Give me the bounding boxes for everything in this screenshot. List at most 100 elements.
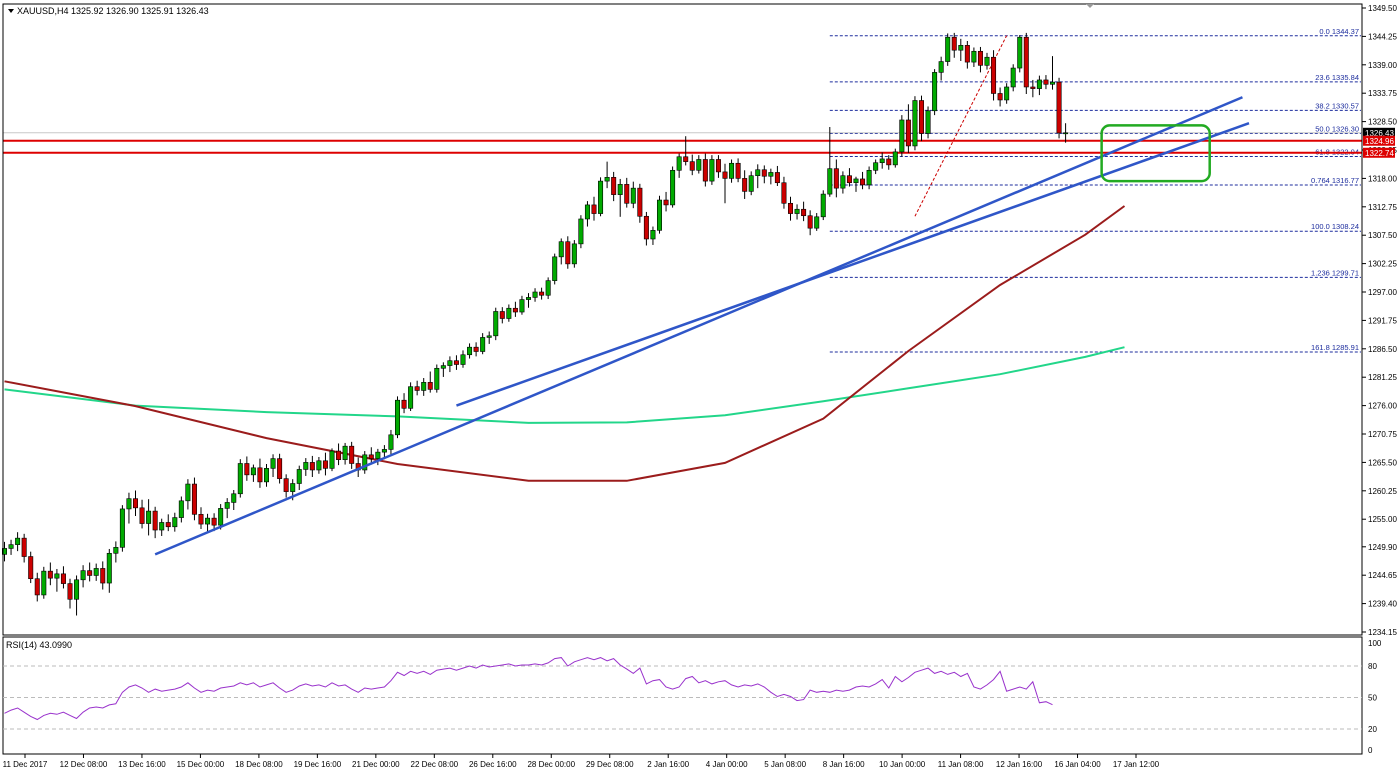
- time-tick-label: 11 Jan 08:00: [938, 760, 984, 769]
- price-tick-label: 1244.65: [1368, 571, 1397, 580]
- candle-body: [460, 354, 466, 365]
- candle-body: [558, 241, 564, 258]
- candle-body: [1017, 36, 1023, 69]
- candle-body: [886, 158, 892, 166]
- candle-body: [486, 335, 492, 338]
- candle-body: [342, 445, 348, 461]
- price-tick-label: 1249.90: [1368, 543, 1397, 552]
- candle-body: [879, 158, 885, 164]
- time-tick-label: 12 Dec 08:00: [60, 760, 108, 769]
- time-tick-label: 13 Dec 16:00: [118, 760, 166, 769]
- candle-body: [1056, 81, 1062, 134]
- fib-level-label: 50.0 1326.30: [1315, 125, 1359, 134]
- price-tick-label: 1265.50: [1368, 458, 1397, 467]
- candle-body: [381, 449, 387, 453]
- candle-body: [860, 178, 866, 186]
- candle-body: [8, 544, 14, 549]
- candle-body: [414, 386, 420, 391]
- candle-body: [74, 579, 80, 600]
- candle-body: [729, 162, 735, 179]
- candle-body: [637, 187, 643, 217]
- price-tick-label: 1276.00: [1368, 402, 1397, 411]
- candle-body: [119, 508, 125, 548]
- time-tick-label: 29 Dec 08:00: [586, 760, 634, 769]
- candle-body: [67, 583, 73, 600]
- candle-body: [296, 469, 302, 484]
- candle-body: [676, 156, 682, 171]
- candle-body: [493, 311, 499, 337]
- symbol-dropdown-icon[interactable]: [8, 9, 14, 13]
- price-tick-label: 1333.75: [1368, 89, 1397, 98]
- candle-body: [1043, 79, 1049, 85]
- candle-body: [787, 202, 793, 214]
- trendline: [154, 96, 1243, 556]
- candle-body: [191, 483, 197, 515]
- time-tick-label: 11 Dec 2017: [3, 760, 48, 769]
- candle-body: [1004, 86, 1010, 101]
- candle-body: [833, 168, 839, 189]
- candle-body: [958, 45, 964, 51]
- candle-body: [388, 434, 394, 450]
- time-tick-label: 8 Jan 16:00: [823, 760, 865, 769]
- candle-body: [584, 204, 590, 220]
- candle-body: [683, 156, 689, 162]
- candle-body: [938, 61, 944, 73]
- candle-body: [840, 175, 846, 189]
- candle-body: [971, 50, 977, 63]
- candle-body: [309, 462, 315, 471]
- candle-body: [146, 510, 152, 524]
- price-tick-label: 1297.00: [1368, 288, 1397, 297]
- price-tag-box: [1363, 127, 1395, 138]
- candle-body: [774, 172, 780, 184]
- time-tick-label: 4 Jan 00:00: [706, 760, 748, 769]
- candle-body: [650, 230, 656, 240]
- candle-body: [21, 537, 27, 557]
- candle-body: [545, 280, 551, 296]
- price-tick-label: 1234.15: [1368, 628, 1397, 637]
- candle-body: [440, 365, 446, 369]
- candle-body: [15, 537, 21, 545]
- candle-body: [87, 570, 93, 576]
- candle-body: [218, 508, 224, 526]
- candle-body: [1, 548, 8, 555]
- candle-body: [814, 216, 820, 229]
- fib-level-label: 100.0 1308.24: [1311, 222, 1359, 231]
- candle-body: [467, 346, 473, 356]
- price-tick-label: 1239.40: [1368, 600, 1397, 609]
- candle-body: [591, 204, 597, 214]
- price-tick-label: 1255.00: [1368, 515, 1397, 524]
- candle-body: [820, 193, 826, 218]
- candle-body: [152, 510, 158, 531]
- candle-body: [211, 517, 217, 526]
- candle-body: [873, 162, 879, 171]
- candle-body: [611, 177, 617, 195]
- price-tick-label: 1281.25: [1368, 373, 1397, 382]
- candle-body: [349, 445, 355, 464]
- candle-body: [801, 208, 807, 217]
- fib-level-label: 0.0 1344.37: [1319, 27, 1359, 36]
- candle-body: [945, 36, 951, 62]
- candle-body: [578, 218, 584, 245]
- fib-anchor-line: [914, 35, 1008, 217]
- candle-body: [421, 382, 427, 391]
- candle-body: [794, 208, 800, 214]
- rsi-info: RSI(14) 43.0990: [6, 640, 72, 650]
- candle-body: [709, 159, 715, 182]
- candle-body: [643, 215, 649, 240]
- price-tick-label: 1260.25: [1368, 487, 1397, 496]
- candle-body: [93, 568, 99, 576]
- candle-body: [571, 243, 577, 265]
- candle-body: [277, 458, 283, 479]
- candle-body: [532, 291, 538, 298]
- candle-body: [178, 500, 184, 518]
- candle-body: [768, 172, 774, 177]
- candle-body: [329, 450, 335, 469]
- candle-body: [447, 360, 453, 366]
- rsi-panel: 80 50 20 0 100: [2, 636, 1382, 755]
- candle-body: [912, 100, 918, 147]
- candle-body: [434, 367, 440, 390]
- chart-frame: [2, 3, 1363, 636]
- time-tick-label: 16 Jan 04:00: [1054, 760, 1101, 769]
- time-tick-label: 28 Dec 00:00: [527, 760, 575, 769]
- candle-body: [34, 578, 40, 596]
